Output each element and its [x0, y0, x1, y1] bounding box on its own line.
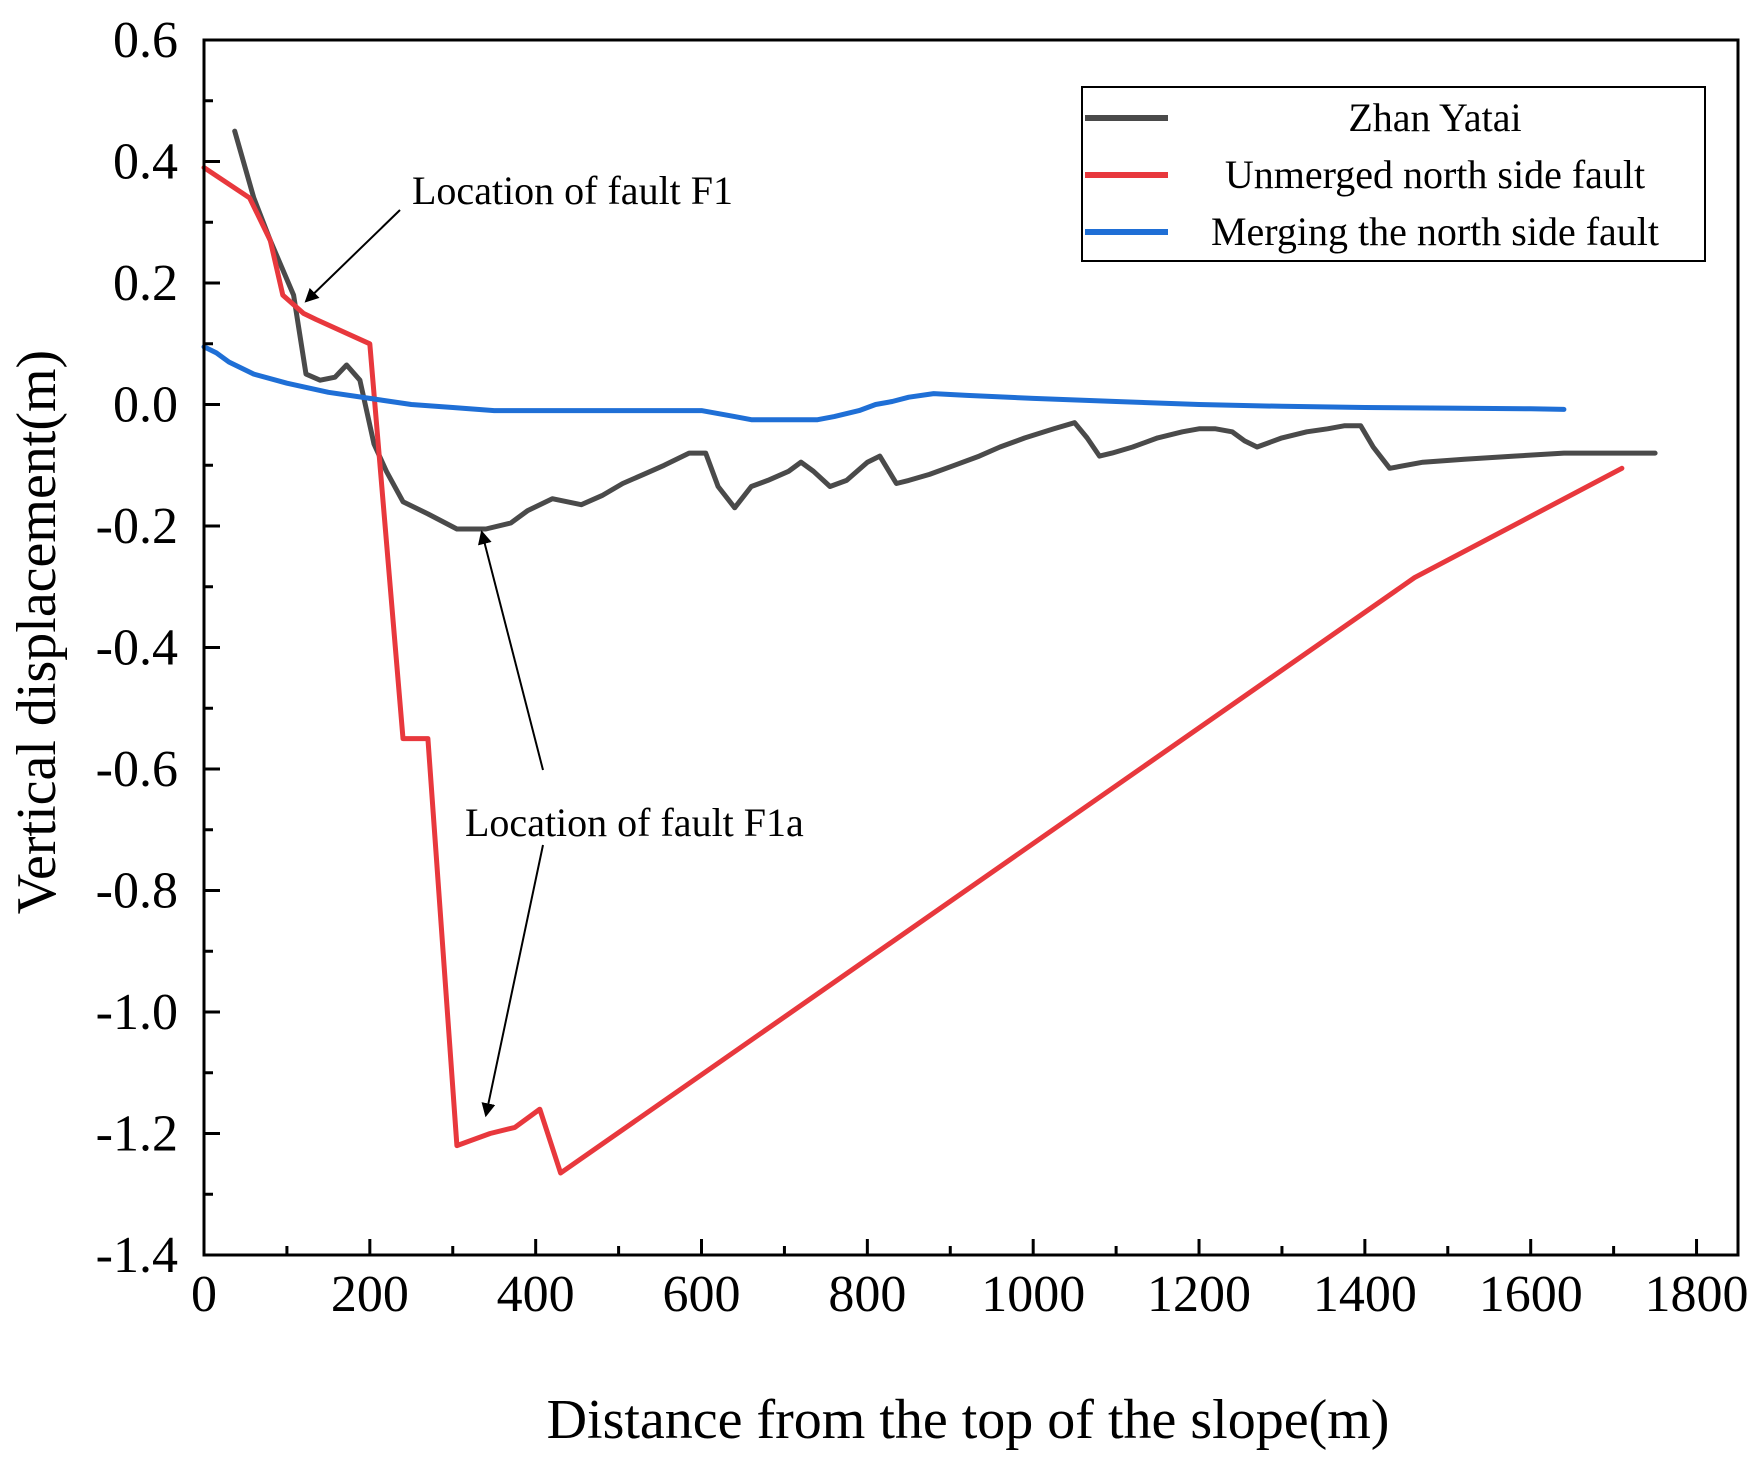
legend: Zhan Yatai Unmerged north side fault Mer… [1081, 86, 1706, 262]
annotation-f1-label: Location of fault F1 [412, 168, 733, 213]
x-axis-title: Distance from the top of the slope(m) [547, 1389, 1390, 1451]
x-tick-label: 0 [191, 1266, 217, 1323]
series-line-unmerged-north-side-fault [201, 165, 1625, 1176]
y-tick-label: -0.2 [96, 498, 178, 555]
y-tick-label: 0.4 [113, 134, 178, 191]
annotation-f1-arrow [304, 209, 401, 303]
y-tick-label: 0.6 [113, 12, 178, 69]
annotation-f1a-arrow-down [481, 844, 544, 1118]
y-axis-title: Vertical displacement(m) [6, 350, 68, 914]
y-tick-label: -1.0 [96, 984, 178, 1041]
x-tick-label: 1400 [1313, 1266, 1417, 1323]
x-tick-label: 1000 [981, 1266, 1085, 1323]
y-tick-label: -1.2 [96, 1106, 178, 1163]
series-line-merging-the-north-side-fault [201, 344, 1567, 423]
y-tick-label: 0.0 [113, 377, 178, 434]
x-tick-label: 600 [663, 1266, 741, 1323]
series-line-zhan-yatai [232, 128, 1658, 532]
legend-label-merging: Merging the north side fault [1211, 209, 1659, 254]
y-tick-label: -0.4 [96, 620, 178, 677]
legend-box [1081, 86, 1706, 262]
y-tick-label: -1.4 [96, 1227, 178, 1284]
y-tick-label: 0.2 [113, 255, 178, 312]
y-tick-label: -0.6 [96, 741, 178, 798]
x-tick-label: 800 [828, 1266, 906, 1323]
legend-label-zhan-yatai: Zhan Yatai [1348, 95, 1521, 140]
annotations-layer: Location of fault F1 Location of fault F… [304, 168, 804, 1118]
x-tick-label: 1800 [1645, 1266, 1749, 1323]
x-tick-label: 400 [497, 1266, 575, 1323]
annotation-f1a-label: Location of fault F1a [465, 800, 804, 845]
x-tick-label: 1600 [1479, 1266, 1583, 1323]
x-tick-label: 200 [331, 1266, 409, 1323]
x-tick-label: 1200 [1147, 1266, 1251, 1323]
series-layer [201, 128, 1658, 1176]
ticks-layer: 0 200 400 600 800 1000 1200 1400 1600 1800 0.6 0.4 0… [96, 12, 1749, 1323]
annotation-f1a-arrow-up [477, 530, 544, 771]
y-tick-label: -0.8 [96, 863, 178, 920]
legend-label-unmerged: Unmerged north side fault [1225, 152, 1645, 197]
